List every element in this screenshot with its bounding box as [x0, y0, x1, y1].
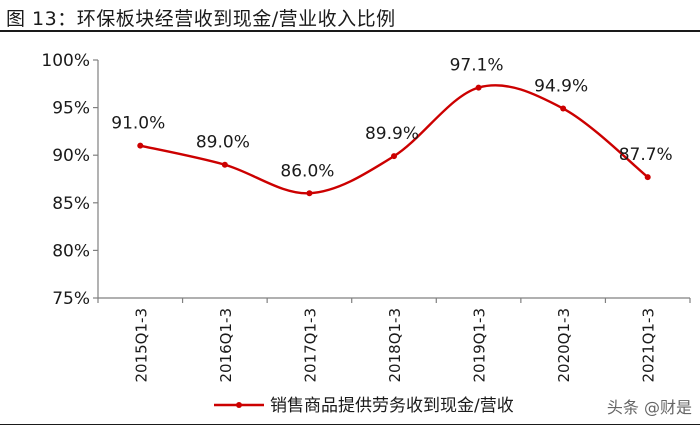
legend-label: 销售商品提供劳务收到现金/营收	[270, 396, 514, 416]
data-points	[137, 84, 651, 197]
y-tick-label: 85%	[52, 194, 90, 214]
y-tick-label: 100%	[41, 51, 90, 71]
y-axis-ticks: 75% 80% 85% 90% 95% 100%	[41, 51, 98, 309]
legend: 销售商品提供劳务收到现金/营收	[214, 396, 514, 416]
x-tick-label: 2016Q1-3	[217, 308, 235, 382]
data-label: 89.9%	[365, 124, 419, 144]
y-tick-label: 95%	[52, 99, 90, 119]
data-point	[560, 105, 567, 112]
data-point	[644, 174, 651, 181]
data-label: 94.9%	[534, 77, 588, 97]
x-tick-label: 2019Q1-3	[471, 308, 489, 382]
data-label: 86.0%	[280, 161, 334, 181]
data-label: 89.0%	[196, 133, 250, 153]
x-tick-label: 2017Q1-3	[301, 308, 319, 382]
watermark: 头条 @财是	[606, 398, 692, 417]
x-axis-ticks: 2015Q1-3 2016Q1-3 2017Q1-3 2018Q1-3 2019Q1-3…	[97, 298, 691, 382]
data-point	[391, 153, 397, 160]
figure-title: 图 13：环保板块经营收到现金/营业收入比例	[6, 8, 396, 30]
data-point	[475, 84, 482, 91]
y-tick-label: 90%	[52, 146, 90, 166]
data-label: 97.1%	[450, 56, 504, 76]
data-label: 87.7%	[619, 145, 673, 165]
y-tick-label: 80%	[52, 241, 90, 261]
x-tick-label: 2018Q1-3	[386, 308, 404, 382]
x-tick-label: 2020Q1-3	[555, 308, 573, 382]
data-labels: 91.0% 89.0% 86.0% 89.9% 97.1% 94.9% 87.7%	[111, 56, 672, 182]
data-label: 91.0%	[111, 114, 165, 134]
legend-marker	[236, 402, 242, 408]
data-point	[221, 161, 228, 168]
x-tick-label: 2021Q1-3	[640, 308, 658, 382]
axes	[97, 60, 690, 299]
data-point	[137, 142, 144, 149]
y-tick-label: 75%	[52, 289, 90, 309]
title-rule	[0, 30, 700, 32]
data-point	[306, 190, 313, 197]
bottom-rule	[0, 424, 700, 425]
x-tick-label: 2015Q1-3	[132, 308, 150, 382]
